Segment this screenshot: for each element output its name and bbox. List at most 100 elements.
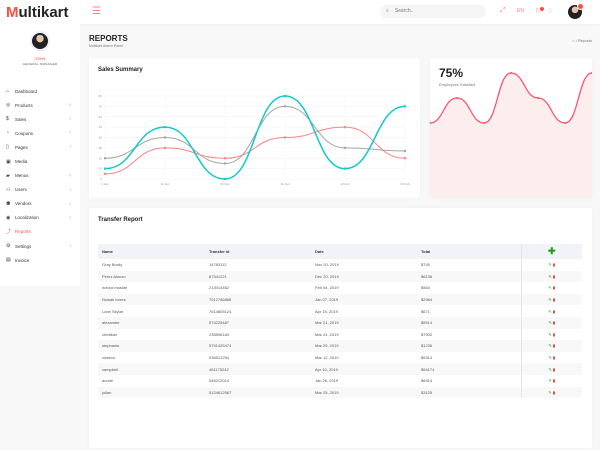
edit-icon[interactable]: ✎ [548,320,552,326]
sidebar-item-menus[interactable]: ▰ Menus › [0,169,80,183]
data-point [591,72,592,74]
sidebar-item-invoice[interactable]: ▤ Invoice [0,253,80,267]
data-point [283,136,287,139]
column-header[interactable]: Date [311,244,417,259]
add-icon[interactable]: ✚ [547,246,556,256]
sidebar-item-coupons[interactable]: ◔ Coupons › [0,126,80,140]
delete-icon[interactable]: ▮ [552,331,556,337]
users-icon: ⚇ [6,186,11,193]
edit-icon[interactable]: ✎ [548,355,552,361]
user-role: GENERAL MANAGER [22,62,58,66]
sidebar-item-dashboard[interactable]: ⌂ Dashboard [0,84,80,98]
sales-summary-title: Sales Summary [98,67,143,73]
user-name: JOHN [34,56,46,61]
column-header[interactable]: Total [417,244,521,259]
column-header[interactable]: Name [98,244,205,259]
data-point [163,136,167,139]
data-point [283,94,287,98]
localization-icon: ◉ [6,214,11,221]
data-point [283,105,287,108]
sidebar-item-vendors[interactable]: ⚉ Vendors › [0,197,80,211]
logo-text: ultikart [18,4,69,21]
search-input[interactable]: ⌕ Search.. [380,5,486,18]
table-cell: Mar 25, 2019 [311,340,417,352]
sidebar-item-label: Settings [15,243,32,249]
data-point [223,157,227,160]
table-cell: $6136 [417,270,521,283]
x-tick-label: 1 Jan [101,182,109,186]
edit-icon[interactable]: ✎ [548,389,552,395]
edit-icon[interactable]: ✎ [548,273,552,279]
table-cell: ectora maside [102,285,128,291]
delete-icon[interactable]: ▮ [552,297,556,303]
delete-icon[interactable]: ▮ [552,378,556,384]
data-point [403,105,407,108]
data-point [103,157,107,160]
products-icon: ◎ [6,102,11,109]
row-actions: ✎ ▮ [520,305,582,317]
x-tick-label: 31 Jan [280,182,289,186]
edit-icon[interactable]: ✎ [548,366,552,372]
delete-icon[interactable]: ▮ [552,320,556,326]
y-tick-label: 20 [99,156,103,160]
delete-icon[interactable]: ▮ [552,389,556,395]
table-cell: $3125 [417,386,521,399]
menu-toggle-icon[interactable]: ☰ [92,6,101,17]
edit-icon[interactable]: ✎ [548,262,552,268]
edit-icon[interactable]: ✎ [548,308,552,314]
sidebar-item-reports[interactable]: ⤴ Reports [0,225,80,239]
transfer-table: Name Transfer id Date Total ✚ Gray Brody 14783… [98,244,582,399]
y-tick-label: 80 [99,94,103,98]
data-point [483,122,485,124]
edit-icon[interactable]: ✎ [548,285,552,291]
sidebar-item-label: Sales [15,116,27,122]
sidebar-item-users[interactable]: ⚇ Users › [0,183,80,197]
top-bar: Multikart ☰ ⌕ Search.. ⤢ EN ⚐ ♢ [0,0,600,24]
sidebar-item-localization[interactable]: ◉ Localization › [0,211,80,225]
delete-icon[interactable]: ▮ [552,355,556,361]
data-point [343,146,347,150]
table-cell: stephanie [98,340,205,352]
home-icon[interactable]: ⌂ [572,38,575,43]
y-tick-label: 10 [99,167,103,171]
sidebar-item-sales[interactable]: $ Sales › [0,112,80,126]
data-point [343,167,347,170]
sidebar-item-products[interactable]: ◎ Products › [0,98,80,112]
table-cell: $5914 [417,316,521,329]
table-cell: Nowak torres [98,293,205,306]
bell-icon[interactable]: ♢ [547,8,554,15]
sidebar-item-pages[interactable]: ▯ Pages › [0,140,80,154]
edit-icon[interactable]: ✎ [548,297,552,303]
delete-icon[interactable]: ▮ [552,366,556,372]
delete-icon[interactable]: ▮ [552,285,556,291]
logo[interactable]: Multikart [6,4,69,21]
chevron-right-icon: › [69,172,71,179]
x-tick-label: 11 Jan [161,182,170,186]
sidebar-item-settings[interactable]: ⚙ Settings › [0,239,80,253]
edit-icon[interactable]: ✎ [548,343,552,349]
delete-icon[interactable]: ▮ [552,273,556,279]
fullscreen-icon[interactable]: ⤢ [500,7,506,14]
table-cell: aurole [102,378,114,384]
edit-icon[interactable]: ✎ [548,331,552,337]
row-actions: ✎ ▮ [520,259,582,271]
table-row: victoria 036512254 Mar 12, 2019 $5314 ✎ ▮ [98,351,582,364]
y-tick-label: 0 [100,177,102,181]
language-button[interactable]: EN [517,8,524,14]
table-cell: $5314 [421,355,433,361]
data-point [223,177,227,181]
delete-icon[interactable]: ▮ [552,343,556,349]
delete-icon[interactable]: ▮ [552,262,556,268]
notification-icon[interactable]: ⚐ [535,8,542,15]
sidebar-item-media[interactable]: ▣ Media [0,154,80,168]
edit-icon[interactable]: ✎ [548,378,552,384]
sidebar-item-label: Dashboard [15,88,38,94]
search-placeholder: Search.. [394,8,414,14]
sidebar-item-label: Invoice [15,257,30,263]
delete-icon[interactable]: ▮ [552,308,556,314]
table-cell: campbell [98,363,205,375]
data-point [343,125,347,129]
y-tick-label: 50 [99,125,103,129]
table-cell: $745 [421,262,430,268]
column-header[interactable]: Transfer id [205,244,311,259]
